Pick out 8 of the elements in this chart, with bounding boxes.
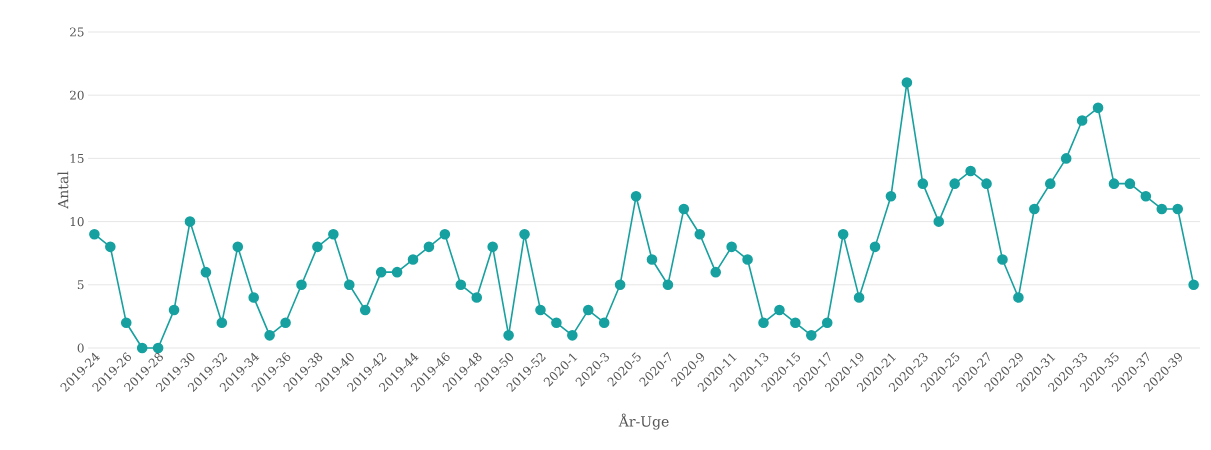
- y-tick-label: 25: [70, 27, 84, 37]
- x-axis-title: År-Uge: [618, 413, 669, 430]
- y-tick-label: 20: [70, 90, 84, 100]
- y-tick-label: 0: [77, 343, 84, 353]
- y-tick-label: 10: [70, 217, 84, 227]
- y-tick-label: 5: [77, 280, 84, 290]
- y-tick-label: 15: [70, 153, 84, 163]
- y-axis-title: Antal: [57, 171, 69, 209]
